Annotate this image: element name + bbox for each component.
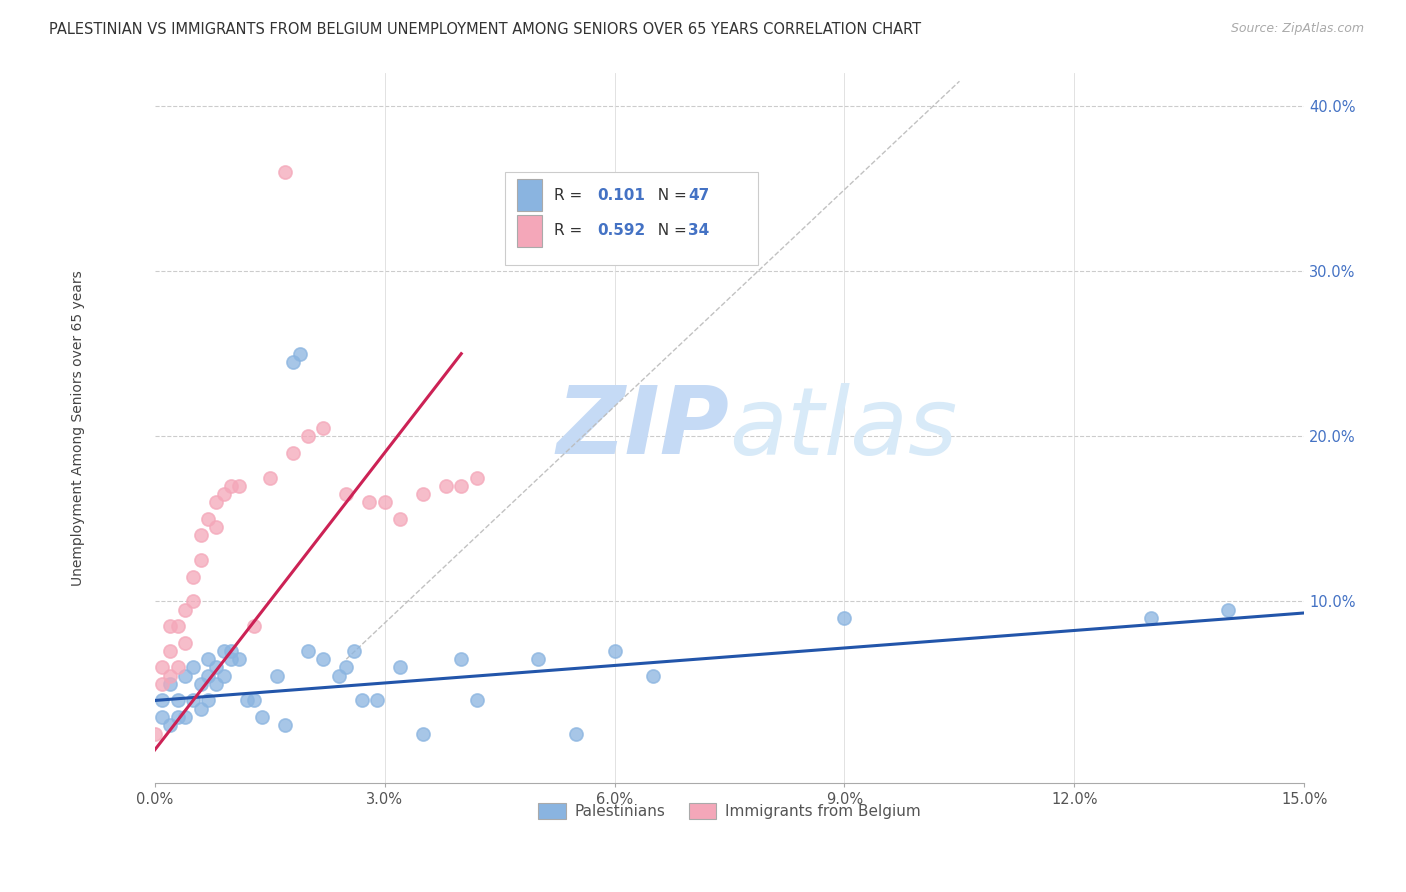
Text: Source: ZipAtlas.com: Source: ZipAtlas.com — [1230, 22, 1364, 36]
Point — [166, 693, 188, 707]
Point — [197, 669, 219, 683]
Point — [159, 619, 181, 633]
Text: 0.101: 0.101 — [598, 187, 645, 202]
Point — [190, 702, 212, 716]
Point — [450, 652, 472, 666]
Point — [205, 520, 228, 534]
Text: N =: N = — [648, 223, 692, 238]
Point — [374, 495, 396, 509]
Point — [181, 569, 204, 583]
Point — [250, 710, 273, 724]
Point — [465, 693, 488, 707]
Point — [603, 644, 626, 658]
Text: 34: 34 — [688, 223, 710, 238]
Point — [335, 660, 357, 674]
Point — [527, 652, 550, 666]
Point — [228, 652, 250, 666]
FancyBboxPatch shape — [517, 215, 543, 247]
Point — [150, 660, 173, 674]
Point — [1140, 611, 1163, 625]
Text: N =: N = — [648, 187, 692, 202]
Point — [235, 693, 257, 707]
Point — [159, 718, 181, 732]
Point — [565, 726, 588, 740]
Text: 0.592: 0.592 — [598, 223, 645, 238]
Point — [328, 669, 350, 683]
Point — [366, 693, 388, 707]
Point — [641, 669, 664, 683]
Point — [212, 487, 235, 501]
Point — [166, 710, 188, 724]
Point — [259, 470, 281, 484]
Point — [166, 619, 188, 633]
Point — [350, 693, 373, 707]
FancyBboxPatch shape — [505, 172, 758, 265]
Point — [181, 594, 204, 608]
Text: R =: R = — [554, 187, 586, 202]
Point — [228, 479, 250, 493]
Point — [159, 669, 181, 683]
Text: PALESTINIAN VS IMMIGRANTS FROM BELGIUM UNEMPLOYMENT AMONG SENIORS OVER 65 YEARS : PALESTINIAN VS IMMIGRANTS FROM BELGIUM U… — [49, 22, 921, 37]
Point — [166, 660, 188, 674]
Point — [274, 718, 297, 732]
Point — [281, 446, 304, 460]
Point — [197, 512, 219, 526]
Point — [243, 619, 266, 633]
Point — [312, 421, 335, 435]
Point — [290, 347, 312, 361]
Point — [150, 693, 173, 707]
Point — [143, 726, 166, 740]
Point — [174, 669, 197, 683]
Point — [159, 644, 181, 658]
Point — [388, 660, 411, 674]
Point — [412, 487, 434, 501]
Point — [150, 677, 173, 691]
Point — [174, 602, 197, 616]
Point — [150, 710, 173, 724]
Point — [212, 644, 235, 658]
Point — [1216, 602, 1239, 616]
Text: 47: 47 — [688, 187, 710, 202]
Point — [181, 660, 204, 674]
Point — [221, 652, 243, 666]
Point — [266, 669, 288, 683]
Point — [343, 644, 366, 658]
Legend: Palestinians, Immigrants from Belgium: Palestinians, Immigrants from Belgium — [531, 797, 927, 825]
Point — [221, 479, 243, 493]
Point — [388, 512, 411, 526]
Point — [297, 644, 319, 658]
Point — [312, 652, 335, 666]
Text: ZIP: ZIP — [557, 382, 730, 474]
Point — [221, 644, 243, 658]
Point — [190, 553, 212, 567]
Point — [450, 479, 472, 493]
Point — [335, 487, 357, 501]
Point — [205, 660, 228, 674]
Point — [190, 528, 212, 542]
FancyBboxPatch shape — [517, 179, 543, 211]
Point — [434, 479, 457, 493]
Text: R =: R = — [554, 223, 586, 238]
Point — [834, 611, 856, 625]
Point — [359, 495, 381, 509]
Point — [197, 652, 219, 666]
Y-axis label: Unemployment Among Seniors over 65 years: Unemployment Among Seniors over 65 years — [72, 270, 86, 586]
Point — [181, 693, 204, 707]
Point — [174, 710, 197, 724]
Text: atlas: atlas — [730, 383, 957, 474]
Point — [274, 165, 297, 179]
Point — [243, 693, 266, 707]
Point — [205, 495, 228, 509]
Point — [190, 677, 212, 691]
Point — [197, 693, 219, 707]
Point — [205, 677, 228, 691]
Point — [159, 677, 181, 691]
Point — [465, 470, 488, 484]
Point — [174, 635, 197, 649]
Point — [297, 429, 319, 443]
Point — [212, 669, 235, 683]
Point — [281, 355, 304, 369]
Point — [412, 726, 434, 740]
